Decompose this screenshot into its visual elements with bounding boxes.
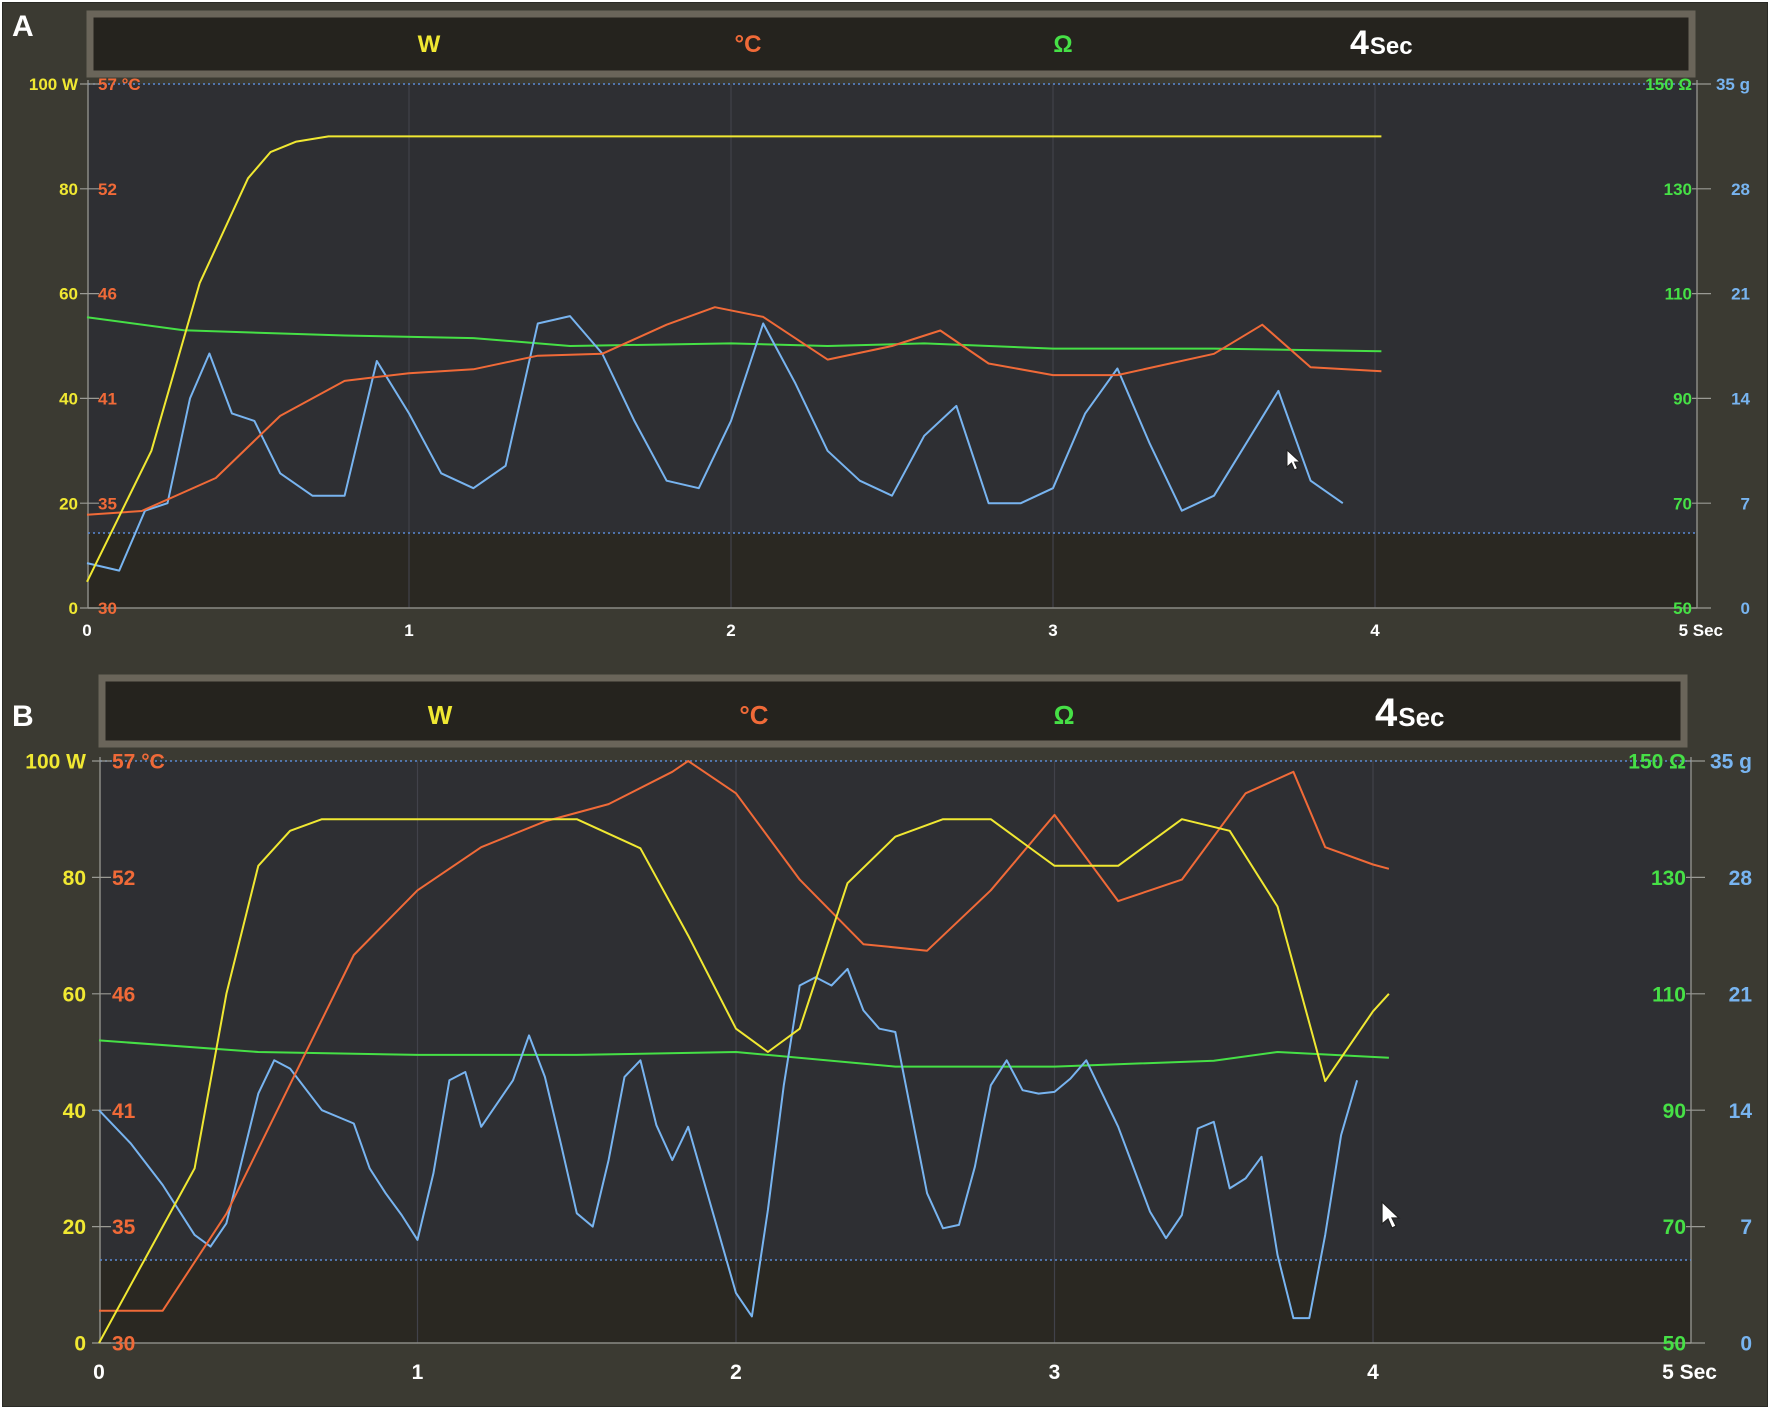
watts-tick-label: 60 [59,285,78,304]
weight-series-line [98,967,1359,1320]
watts-tick-label: 40 [59,390,78,409]
header-watts-unit: W [428,700,453,730]
ohm-tick-label: 70 [1673,494,1692,513]
header-temp-unit: °C [735,31,762,58]
header-temp-unit: °C [739,700,768,730]
temp-tick-label: 57 °C [98,75,141,94]
watts-series-line [98,818,1390,1344]
temp-tick-label: 46 [98,285,117,304]
grams-tick-label: 21 [1729,983,1753,1006]
temp-tick-label: 52 [112,867,135,890]
x-tick-label: 0 [82,621,91,640]
ohm-tick-label: 70 [1663,1216,1686,1239]
lower-band [88,533,1697,608]
x-tick-label: 2 [730,1361,742,1384]
lower-band [100,1260,1691,1343]
watts-tick-label: 20 [63,1216,86,1239]
temp-tick-label: 41 [98,390,117,409]
x-tick-label: 1 [404,621,413,640]
x-tick-label: 4 [1370,621,1380,640]
status-header-bar [86,10,1696,78]
weight-series-line [86,315,1344,572]
x-tick-label: 5 Sec [1679,621,1723,640]
watts-tick-label: 0 [74,1333,86,1356]
header-ohm-unit: Ω [1053,31,1072,58]
temp-tick-label: 52 [98,180,117,199]
temp-tick-label: 46 [112,983,135,1006]
header-time-readout: 4Sec [1375,691,1445,735]
ohm-tick-label: 110 [1665,285,1692,304]
x-tick-label: 0 [93,1361,105,1384]
grams-tick-label: 35 g [1710,751,1752,774]
time-unit: Sec [1398,702,1444,732]
temp-tick-label: 30 [98,599,117,618]
grams-tick-label: 0 [1740,1333,1752,1356]
watts-tick-label: 40 [63,1100,86,1123]
watts-tick-label: 100 W [29,75,79,94]
watts-tick-label: 60 [63,983,86,1006]
resistance-series-line [98,1039,1389,1068]
grams-tick-label: 14 [1729,1100,1753,1123]
grams-tick-label: 0 [1741,599,1750,618]
temp-tick-label: 41 [112,1100,136,1123]
ohm-tick-label: 50 [1673,599,1692,618]
watts-series-line [86,135,1382,583]
watts-tick-label: 0 [69,599,78,618]
watts-tick-label: 80 [59,180,78,199]
time-value: 4 [1350,24,1369,62]
temp-tick-label: 57 °C [112,751,165,774]
ohm-tick-label: 150 Ω [1645,75,1692,94]
panel-label: A [12,10,34,43]
grams-tick-label: 21 [1731,285,1750,304]
plot-area [100,761,1691,1343]
header-watts-unit: W [418,31,441,58]
watts-tick-label: 20 [59,494,78,513]
temp-tick-label: 30 [112,1333,135,1356]
watts-tick-label: 100 W [25,751,86,774]
x-tick-label: 1 [412,1361,424,1384]
temperature-series-line [86,306,1382,516]
ohm-tick-label: 90 [1663,1100,1686,1123]
temp-tick-label: 35 [112,1216,136,1239]
grams-tick-label: 28 [1729,867,1753,890]
ohm-tick-label: 50 [1663,1333,1686,1356]
x-tick-label: 3 [1048,621,1057,640]
grams-tick-label: 35 g [1716,75,1750,94]
header-ohm-unit: Ω [1054,700,1075,730]
x-tick-label: 4 [1367,1361,1379,1384]
watts-tick-label: 80 [63,867,86,890]
x-tick-label: 2 [726,621,735,640]
panel-label: B [12,700,34,733]
grams-tick-label: 28 [1731,180,1750,199]
status-header-bar [98,674,1688,748]
temperature-series-line [99,760,1390,1312]
ohm-tick-label: 130 [1664,180,1692,199]
x-tick-label: 3 [1049,1361,1061,1384]
grams-tick-label: 14 [1731,390,1750,409]
ohm-tick-label: 90 [1673,390,1692,409]
time-unit: Sec [1370,33,1413,60]
ohm-tick-label: 110 [1652,983,1686,1006]
x-tick-label: 5 Sec [1662,1361,1717,1384]
ohm-tick-label: 150 Ω [1628,751,1686,774]
resistance-series-line [86,316,1382,353]
grams-tick-label: 7 [1740,1216,1752,1239]
header-time-readout: 4Sec [1350,24,1413,62]
ohm-tick-label: 130 [1651,867,1686,890]
temp-tick-label: 35 [98,494,117,513]
time-value: 4 [1375,691,1398,735]
grams-tick-label: 7 [1741,494,1750,513]
